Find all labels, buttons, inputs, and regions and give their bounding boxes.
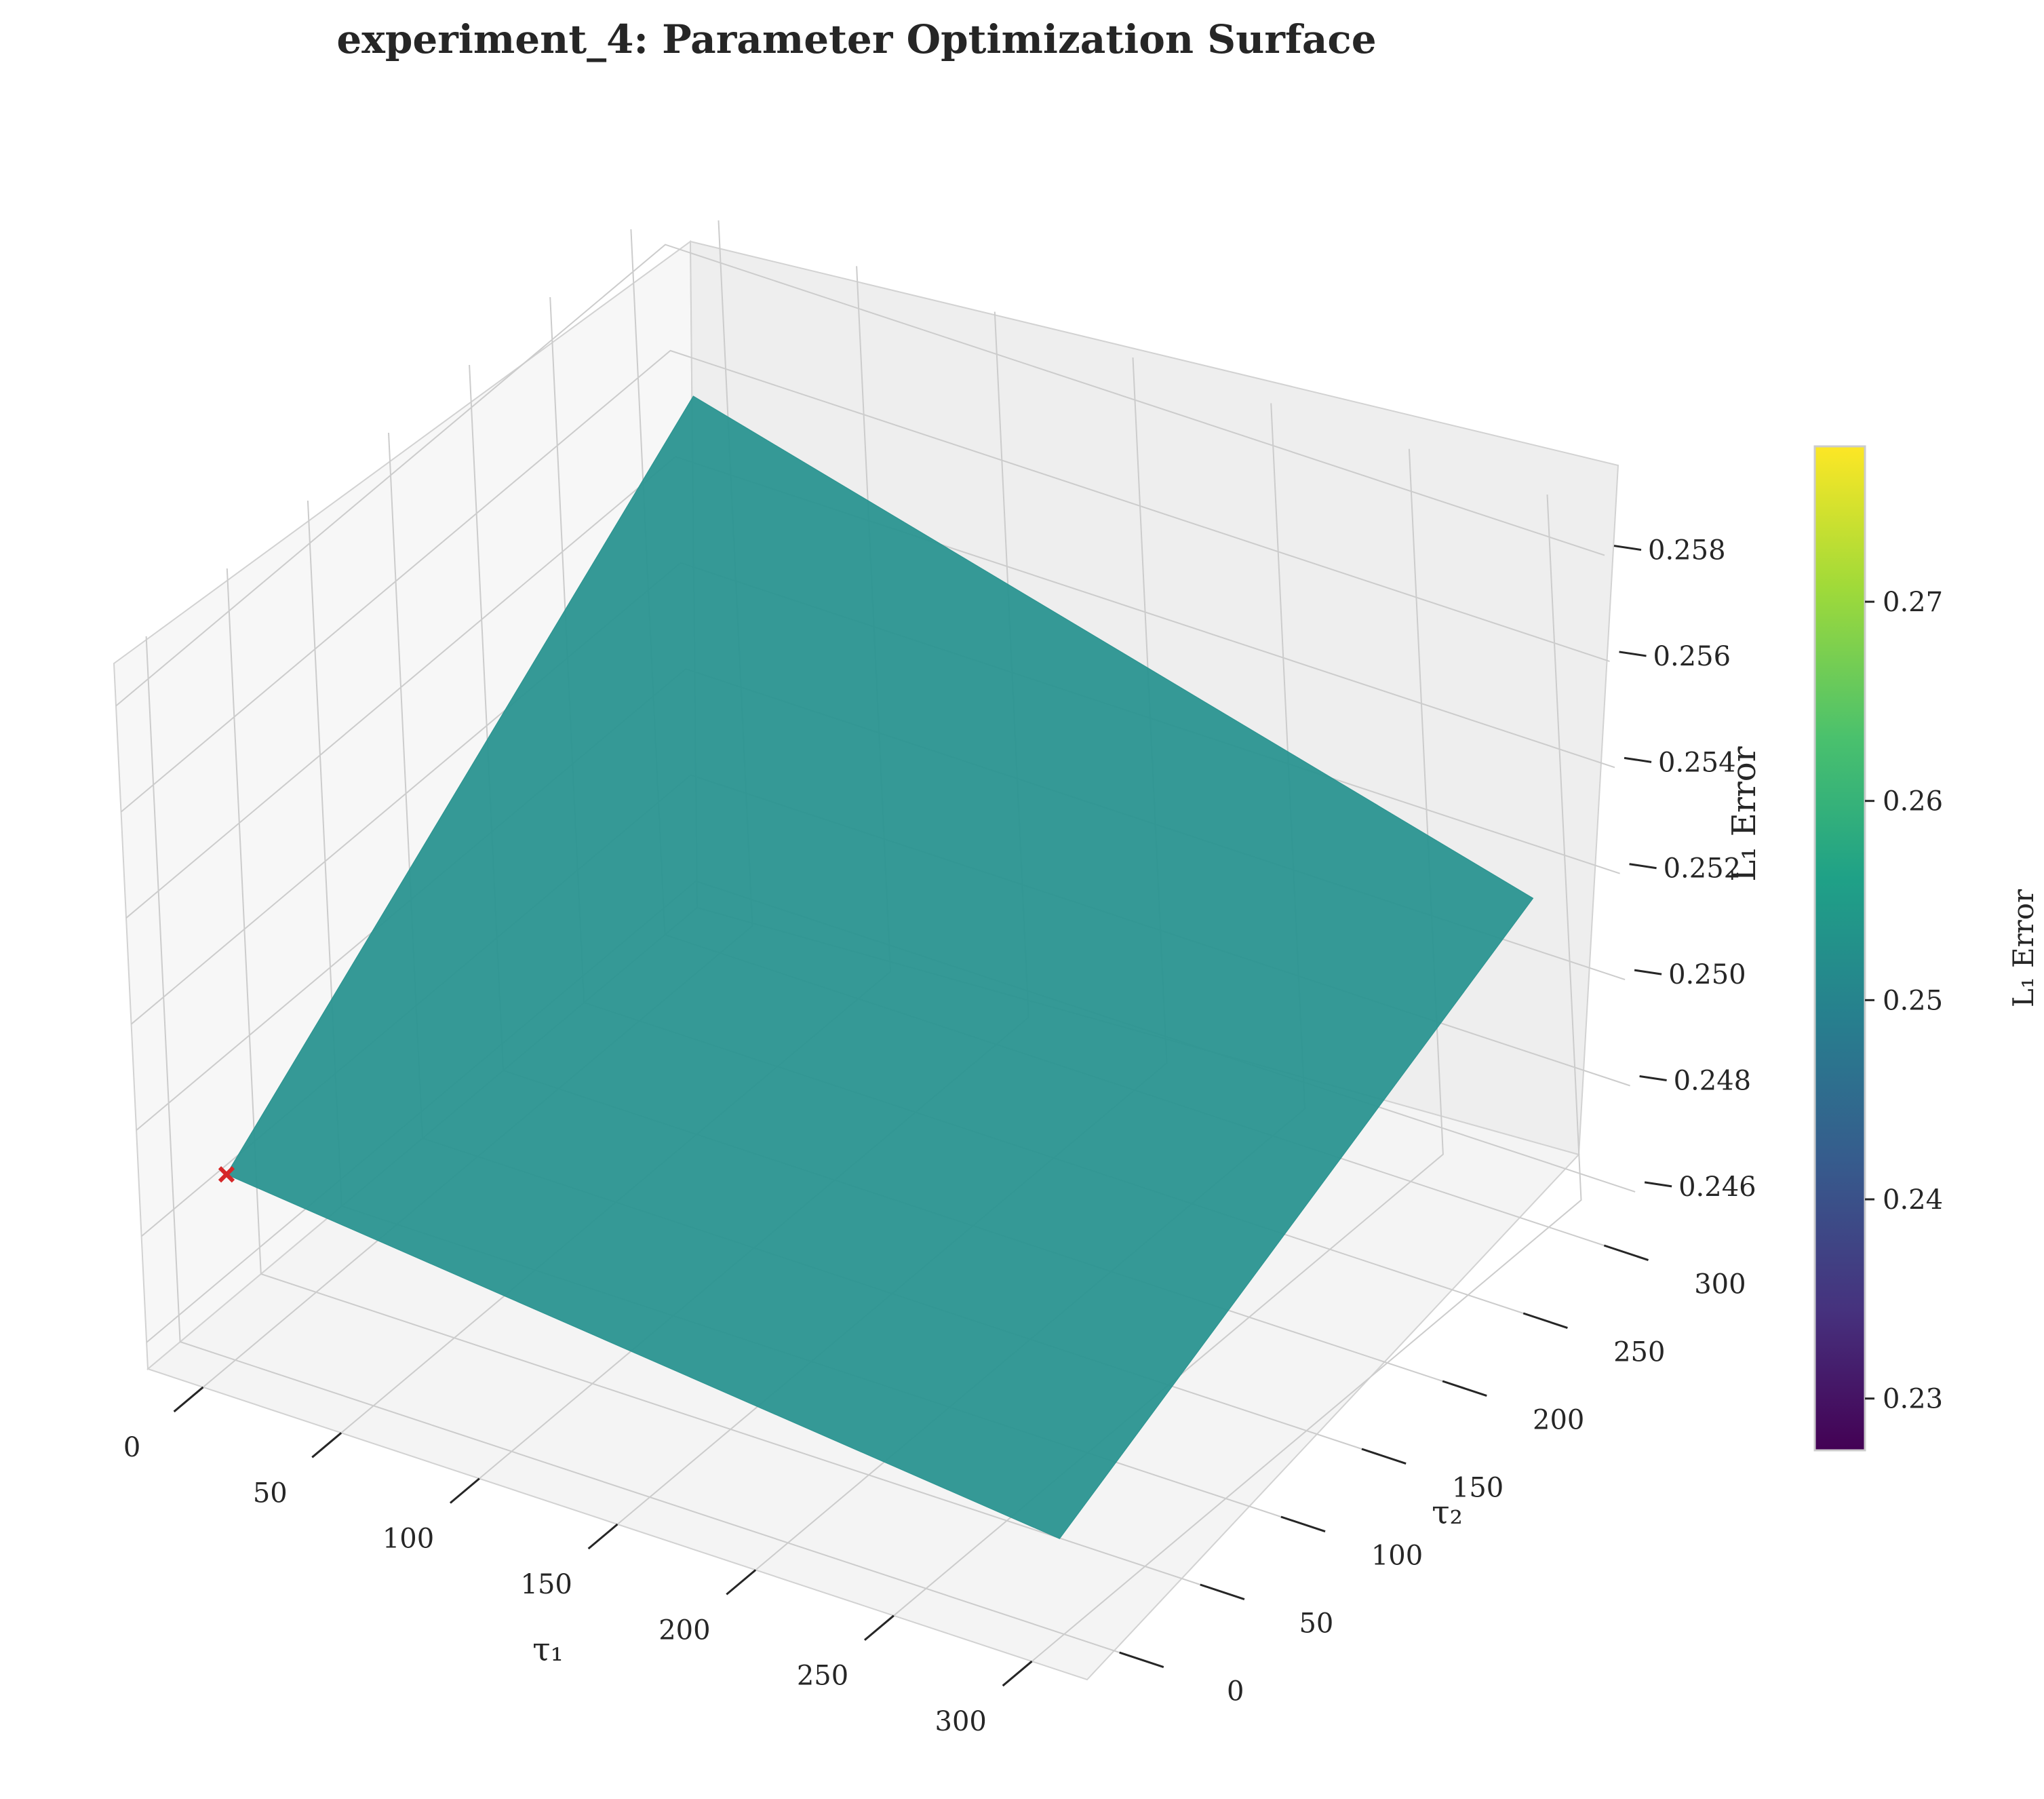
colorbar-tick-label: 0.25 — [1883, 985, 1943, 1016]
x-tick-label: 150 — [521, 1569, 572, 1600]
z-tick-label: 0.252 — [1664, 853, 1742, 885]
axes: 0 50 100 150 200 250 300 0 50 100 150 200 250 300 0.24… — [123, 535, 1756, 1738]
z-tick-label: 0.256 — [1653, 641, 1731, 672]
z-tick-label: 0.254 — [1658, 747, 1736, 778]
colorbar: 0.23 0.24 0.25 0.26 0.27 — [1813, 445, 1943, 1452]
y-tick-label: 100 — [1371, 1541, 1423, 1572]
z-tick-mark — [1634, 969, 1662, 975]
x-tick-mark — [587, 1523, 618, 1550]
grid-line-z — [115, 244, 1605, 707]
chart-title: experiment_4: Parameter Optimization Sur… — [336, 16, 1376, 62]
x-tick-mark — [449, 1477, 480, 1504]
x-tick-label: 300 — [935, 1706, 987, 1737]
z-tick-mark — [1629, 863, 1657, 870]
z-tick-label: 0.250 — [1668, 959, 1746, 990]
y-tick-mark — [1522, 1312, 1568, 1329]
colorbar-label: L₁ Error — [2007, 889, 2040, 1007]
z-tick-label: 0.258 — [1648, 535, 1726, 566]
surface-patch — [226, 395, 1534, 1539]
colorbar-gradient — [1813, 445, 1866, 1452]
z-tick-mark — [1613, 545, 1642, 552]
z-tick-mark — [1624, 756, 1652, 763]
grid-line-y — [145, 636, 1120, 1653]
y-tick-mark — [1442, 1380, 1487, 1397]
z-tick-mark — [1639, 1075, 1667, 1081]
y-tick-label: 300 — [1694, 1269, 1746, 1300]
x-tick-mark — [864, 1614, 895, 1641]
x-tick-mark — [173, 1386, 204, 1413]
z-tick-mark — [1644, 1181, 1672, 1188]
x-tick-label: 100 — [382, 1524, 434, 1555]
z-tick-mark — [1619, 651, 1647, 657]
y-tick-mark — [1200, 1583, 1245, 1600]
y-tick-mark — [1280, 1515, 1326, 1532]
optimum-marker — [218, 1166, 235, 1183]
grid-line-x — [1031, 495, 1582, 1662]
y-axis-label: τ₂ — [1432, 1494, 1463, 1532]
x-tick-label: 0 — [123, 1432, 140, 1463]
colorbar-tick-label: 0.26 — [1883, 786, 1943, 817]
grid-line-y — [226, 568, 1201, 1585]
colorbar-tick-label: 0.23 — [1883, 1384, 1943, 1415]
x-tick-label: 250 — [797, 1661, 848, 1692]
y-tick-label: 200 — [1533, 1405, 1584, 1436]
grid-line-z — [120, 349, 1610, 813]
x-axis-label: τ₁ — [532, 1631, 564, 1669]
y-tick-mark — [1361, 1448, 1407, 1465]
x-tick-mark — [726, 1569, 757, 1595]
y-tick-mark — [1603, 1244, 1649, 1261]
z-tick-label: 0.248 — [1674, 1066, 1752, 1097]
y-tick-mark — [1119, 1651, 1164, 1668]
y-tick-label: 50 — [1299, 1608, 1333, 1640]
colorbar-tick-label: 0.27 — [1883, 587, 1943, 618]
surface-layer — [218, 395, 1534, 1539]
colorbar-tick-label: 0.24 — [1883, 1184, 1943, 1216]
x-tick-mark — [311, 1432, 342, 1458]
y-tick-label: 150 — [1452, 1473, 1503, 1504]
z-tick-label: 0.246 — [1678, 1172, 1756, 1203]
y-tick-label: 250 — [1613, 1337, 1665, 1368]
y-tick-label: 0 — [1227, 1676, 1244, 1707]
x-tick-mark — [1002, 1660, 1033, 1687]
z-axis-label: L₁ Error — [1725, 746, 1763, 881]
x-tick-label: 50 — [253, 1477, 288, 1509]
x-tick-label: 200 — [659, 1614, 710, 1646]
